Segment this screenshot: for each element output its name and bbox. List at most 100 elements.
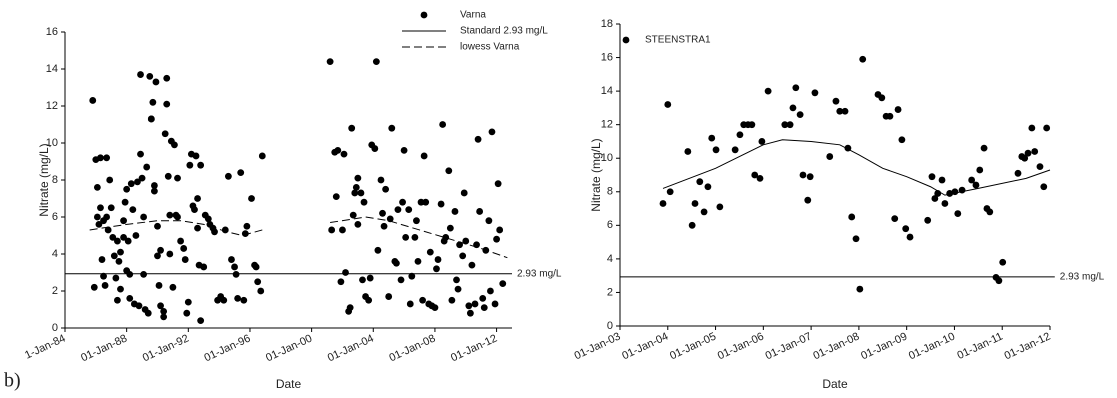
data-point (377, 176, 385, 184)
data-point (931, 195, 939, 202)
data-point (684, 148, 692, 155)
data-point (237, 169, 245, 177)
data-point (191, 206, 198, 214)
x-tick-label: 01-Jan-92 (141, 332, 191, 364)
data-point (160, 307, 168, 315)
data-point (154, 252, 161, 260)
data-point (456, 241, 463, 249)
data-point (357, 189, 365, 197)
data-point (886, 112, 894, 120)
data-point (841, 107, 849, 115)
data-point (121, 198, 129, 206)
data-point (941, 200, 949, 207)
data-point (365, 296, 373, 304)
data-point (796, 111, 804, 118)
data-point (115, 258, 123, 265)
x-tick-label: 01-Jan-96 (202, 332, 252, 364)
data-point (659, 200, 667, 207)
data-point (89, 97, 97, 104)
y-tick-label: 10 (601, 152, 613, 164)
data-point (240, 296, 248, 304)
x-tick-label: 01-Jan-06 (716, 330, 766, 362)
data-point (186, 161, 194, 169)
data-point (221, 226, 229, 234)
legend-marker (420, 11, 428, 19)
data-point (135, 302, 143, 310)
data-point (806, 173, 814, 181)
data-point (751, 171, 759, 179)
series-line (662, 139, 1051, 196)
data-point (183, 309, 191, 317)
data-point (1040, 183, 1048, 191)
data-point (197, 161, 205, 169)
data-point (789, 104, 797, 112)
data-point (688, 221, 696, 229)
data-point (928, 173, 936, 181)
x-tick-label: 01-Jan-03 (573, 330, 623, 362)
data-point (334, 147, 342, 154)
data-point (980, 144, 988, 152)
data-point (411, 233, 419, 241)
data-point (496, 226, 504, 234)
data-point (995, 277, 1003, 285)
data-point (144, 309, 152, 317)
data-point (231, 263, 238, 271)
y-tick-label: 16 (46, 26, 58, 38)
data-point (856, 285, 864, 293)
data-point (419, 296, 426, 304)
data-point (804, 196, 812, 204)
data-point (132, 232, 140, 239)
data-point (402, 233, 410, 241)
data-point (414, 258, 422, 265)
data-point (161, 130, 169, 138)
reference-label: 2.93 mg/L (1060, 271, 1105, 282)
y-tick-label: 2 (52, 285, 58, 297)
data-point (137, 71, 144, 78)
data-point (898, 136, 906, 144)
data-point (792, 84, 800, 92)
data-point (946, 190, 954, 197)
data-point (204, 215, 212, 223)
data-point (902, 225, 910, 233)
data-point (397, 276, 405, 284)
data-point (891, 215, 899, 223)
data-point (700, 208, 708, 216)
data-point (95, 221, 103, 228)
data-point (1036, 163, 1044, 171)
data-point (894, 106, 902, 113)
data-point (474, 135, 482, 143)
data-point (107, 204, 115, 212)
data-point (487, 287, 494, 295)
data-point (166, 211, 174, 219)
data-point (174, 174, 181, 182)
data-point (177, 237, 185, 245)
legend-label: Varna (460, 10, 486, 21)
legend-label: Standard 2.93 mg/L (460, 26, 548, 37)
data-point (460, 189, 468, 197)
data-point (1031, 148, 1039, 155)
data-point (852, 235, 860, 243)
data-point (691, 200, 699, 207)
x-axis-label: Date (822, 377, 848, 391)
data-point (174, 213, 181, 221)
data-point (426, 248, 434, 256)
data-point (346, 304, 354, 312)
data-point (114, 296, 121, 304)
data-point (468, 261, 476, 269)
data-point (406, 300, 414, 308)
data-point (420, 152, 428, 160)
x-tick-label: 01-Jan-07 (764, 330, 814, 362)
data-point (366, 274, 374, 282)
data-point (954, 210, 962, 217)
data-point (97, 204, 104, 212)
data-point (439, 121, 447, 128)
y-tick-label: 12 (601, 119, 613, 131)
data-point (117, 248, 124, 256)
y-tick-label: 8 (607, 186, 613, 198)
data-point (413, 217, 420, 225)
data-point (832, 97, 840, 105)
data-point (180, 245, 188, 252)
data-point (160, 313, 168, 321)
data-point (258, 152, 266, 160)
data-point (103, 154, 111, 162)
